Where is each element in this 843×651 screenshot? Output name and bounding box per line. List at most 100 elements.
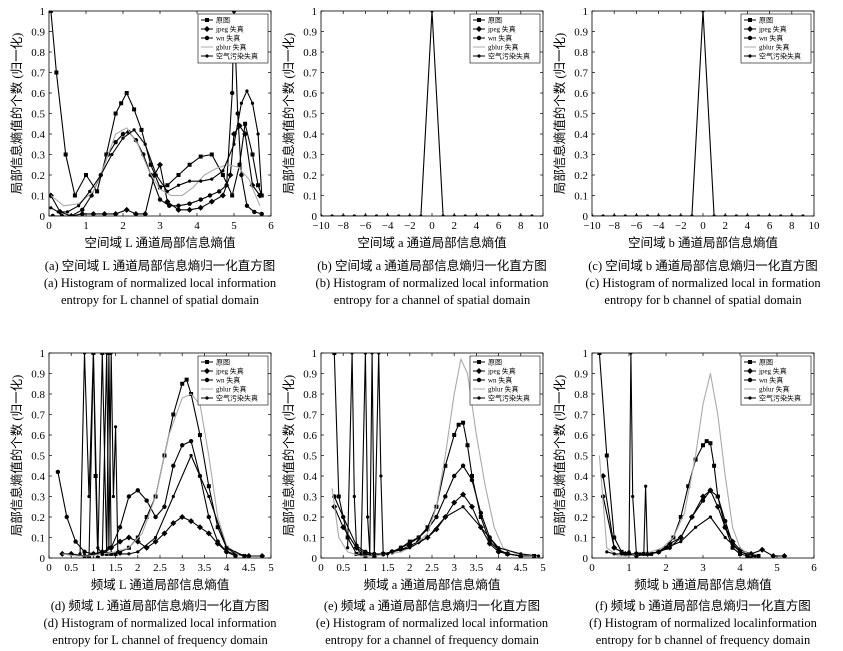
data-point bbox=[88, 189, 92, 193]
data-point bbox=[690, 214, 694, 216]
data-point bbox=[199, 179, 203, 183]
x-tick-label: 6 bbox=[268, 220, 274, 232]
legend-marker bbox=[205, 396, 209, 400]
y-tick-label: 0.4 bbox=[574, 129, 588, 141]
x-tick-label: 0 bbox=[589, 562, 595, 574]
caption-line: entropy for a channel of frequency domai… bbox=[325, 633, 539, 647]
y-tick-label: 0.6 bbox=[574, 88, 588, 100]
legend-marker bbox=[747, 26, 753, 32]
data-point bbox=[530, 214, 534, 216]
data-point bbox=[631, 494, 635, 499]
data-point bbox=[497, 214, 501, 216]
legend-marker bbox=[476, 377, 482, 383]
x-tick-label: −10 bbox=[583, 220, 601, 232]
data-point bbox=[250, 152, 255, 157]
series-line bbox=[62, 393, 241, 557]
data-point bbox=[104, 551, 109, 556]
data-point bbox=[91, 353, 95, 355]
data-point bbox=[478, 510, 484, 516]
series-line bbox=[62, 516, 263, 557]
data-point bbox=[456, 422, 461, 427]
x-tick-label: 3 bbox=[451, 562, 457, 574]
y-tick-label: 0.4 bbox=[31, 471, 45, 483]
data-point bbox=[730, 541, 735, 546]
data-point bbox=[645, 552, 650, 556]
series-line bbox=[592, 11, 803, 216]
legend-entry: 原图 bbox=[216, 17, 230, 25]
legend-entry: wn 失真 bbox=[488, 376, 512, 385]
data-point bbox=[186, 206, 193, 213]
chart-c: −10 −8 −6 −4 −2 0 2 4 6 8 10 0 0.1 0.2 0.3 0.4 0.5 0.6 0.7… bbox=[552, 6, 820, 250]
series-line bbox=[50, 127, 261, 207]
data-point bbox=[623, 214, 627, 216]
data-point bbox=[479, 525, 483, 529]
data-point bbox=[381, 552, 385, 556]
y-tick-label: 0.5 bbox=[574, 451, 588, 463]
data-point bbox=[239, 101, 243, 105]
data-point bbox=[408, 546, 412, 550]
legend-entry: wn 失真 bbox=[216, 34, 240, 43]
x-tick-label: 1 bbox=[83, 220, 89, 232]
caption-b: (b) 空间域 a 通道局部信息熵归一化直方图 (b) Histogram of … bbox=[282, 258, 582, 309]
data-point bbox=[109, 353, 113, 355]
legend-marker bbox=[204, 35, 210, 41]
y-tick-label: 0.1 bbox=[31, 533, 45, 545]
legend-entry: gblur 失真 bbox=[488, 43, 519, 52]
data-point bbox=[745, 553, 750, 558]
y-tick-label: 1 bbox=[583, 348, 589, 360]
data-point bbox=[443, 515, 447, 519]
data-point bbox=[407, 541, 412, 546]
data-point bbox=[352, 494, 356, 499]
data-point bbox=[354, 546, 359, 550]
series-group bbox=[597, 353, 788, 558]
series-group bbox=[331, 353, 541, 558]
y-tick-label: 1 bbox=[40, 6, 46, 18]
y-tick-label: 0.3 bbox=[303, 150, 317, 162]
y-tick-label: 0.2 bbox=[574, 170, 588, 182]
data-point bbox=[536, 554, 541, 558]
y-tick-label: 0.8 bbox=[303, 389, 317, 401]
data-point bbox=[434, 514, 439, 520]
data-point bbox=[379, 474, 383, 478]
data-point bbox=[110, 152, 114, 157]
y-tick-label: 0.8 bbox=[574, 47, 588, 59]
y-tick-label: 0.1 bbox=[574, 191, 588, 203]
x-tick-label: 4 bbox=[224, 562, 230, 574]
data-point bbox=[363, 214, 367, 216]
data-point bbox=[497, 546, 501, 550]
data-point bbox=[416, 535, 421, 540]
data-point bbox=[678, 515, 683, 519]
data-point bbox=[224, 549, 229, 555]
data-point bbox=[664, 546, 668, 550]
caption-e: (e) 频域 a 通道局部信息熵归一化直方图 (e) Histogram of n… bbox=[282, 598, 582, 649]
data-point bbox=[157, 197, 163, 202]
data-point bbox=[210, 177, 214, 181]
data-point bbox=[87, 494, 91, 499]
data-point bbox=[132, 210, 139, 216]
data-point bbox=[463, 214, 467, 216]
data-point bbox=[135, 488, 140, 493]
y-tick-label: 0.7 bbox=[574, 68, 588, 80]
x-tick-label: 2 bbox=[407, 562, 413, 574]
y-tick-label: 0.6 bbox=[574, 430, 588, 442]
caption-line: (d) 频域 L 通道局部信息熵归一化直方图 bbox=[50, 599, 270, 613]
legend-entry: wn 失真 bbox=[216, 376, 240, 385]
legend-marker bbox=[477, 360, 481, 364]
data-point bbox=[231, 11, 237, 14]
data-point bbox=[460, 491, 467, 498]
caption-line: entropy for L channel of frequency domai… bbox=[52, 633, 268, 647]
data-point bbox=[505, 551, 510, 557]
x-tick-label: 4 bbox=[474, 220, 480, 232]
data-point bbox=[374, 214, 379, 216]
data-point bbox=[730, 545, 735, 550]
legend-marker bbox=[748, 54, 752, 58]
data-point bbox=[753, 554, 757, 558]
data-point bbox=[233, 553, 238, 558]
data-point bbox=[227, 172, 234, 178]
data-point bbox=[638, 552, 642, 556]
data-point bbox=[171, 412, 176, 417]
data-point bbox=[346, 546, 350, 550]
data-point bbox=[452, 214, 456, 216]
data-point bbox=[188, 518, 195, 525]
data-point bbox=[154, 173, 158, 177]
